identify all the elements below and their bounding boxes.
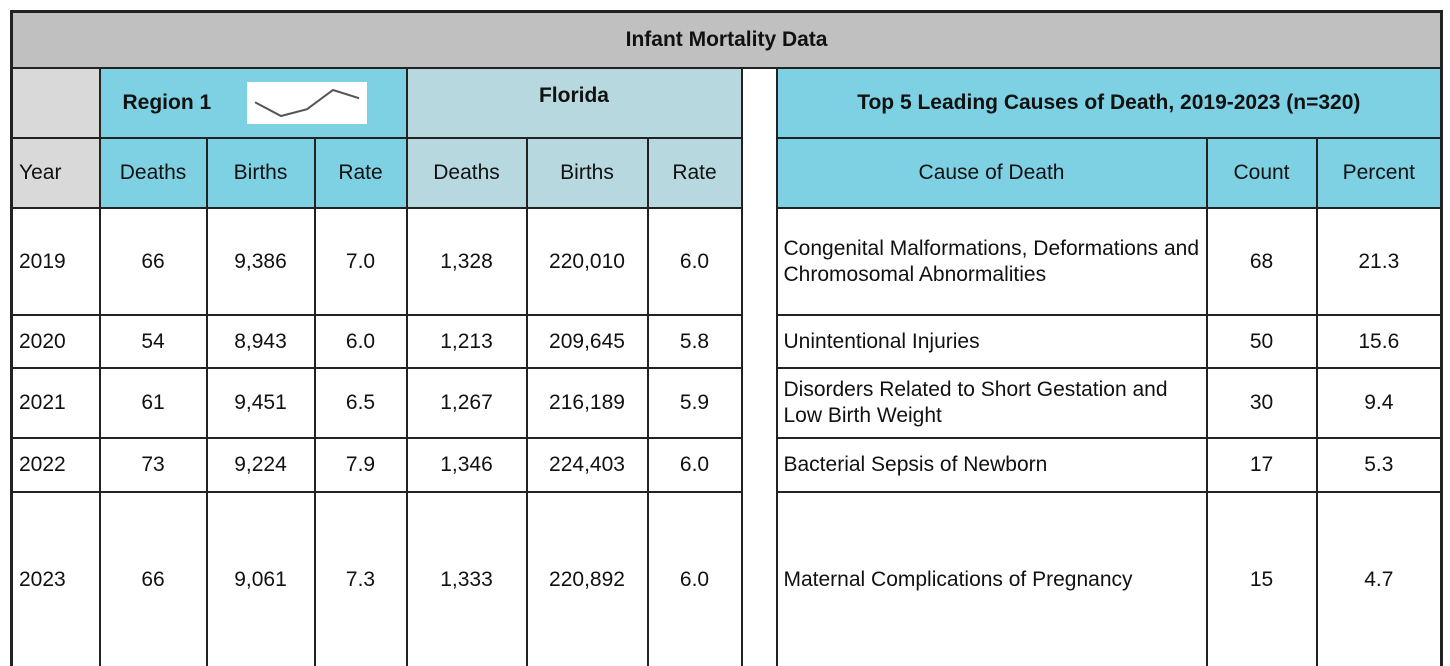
data-cell: 4.7	[1315, 491, 1444, 666]
column-header: Rate	[646, 137, 743, 209]
cause-cell: Unintentional Injuries	[775, 314, 1208, 369]
data-cell: 5.8	[646, 314, 743, 369]
data-cell: 1,346	[405, 437, 528, 493]
florida-header: Florida	[405, 67, 743, 139]
column-header: Year	[10, 137, 101, 209]
column-header: Deaths	[98, 137, 208, 209]
data-cell: 50	[1205, 314, 1318, 369]
data-cell: 9,061	[205, 491, 316, 666]
data-cell: 66	[98, 491, 208, 666]
data-cell: 2021	[10, 367, 101, 439]
column-header-row: Year Deaths Births Rate Deaths Births Rate Caus…	[10, 137, 1444, 209]
data-cell: 17	[1205, 437, 1318, 493]
rate-sparkline	[247, 82, 368, 124]
data-row: 2020 54 8,943 6.0 1,213 209,645 5.8 Unintention…	[10, 314, 1444, 369]
data-cell: 1,333	[405, 491, 528, 666]
data-cell: 15.6	[1315, 314, 1444, 369]
cause-cell: Bacterial Sepsis of Newborn	[775, 437, 1208, 493]
data-cell: 220,010	[525, 207, 649, 316]
data-cell: 9.4	[1315, 367, 1444, 439]
data-cell: 5.3	[1315, 437, 1444, 493]
column-header: Percent	[1315, 137, 1444, 209]
table-body: Infant Mortality Data Region 1 Florida T…	[9, 10, 1444, 666]
data-cell: 1,267	[405, 367, 528, 439]
sparkline	[254, 88, 360, 118]
data-cell: 1,328	[405, 207, 528, 316]
cause-cell: Disorders Related to Short Gestation and…	[775, 367, 1208, 439]
title-row: Infant Mortality Data	[9, 10, 1444, 69]
group-header-row: Region 1 Florida Top 5 Leading Causes of…	[10, 67, 1444, 666]
data-cell: 224,403	[525, 437, 649, 493]
data-cell: 21.3	[1315, 207, 1444, 316]
gap-column	[740, 68, 778, 666]
data-cell: 7.0	[313, 207, 408, 316]
data-cell: 6.0	[646, 207, 743, 316]
data-cell: 6.0	[313, 314, 408, 369]
data-cell: 7.3	[313, 491, 408, 666]
column-header: Deaths	[405, 137, 528, 209]
column-header: Cause of Death	[775, 137, 1208, 209]
mortality-table: Infant Mortality Data Region 1 Florida T…	[9, 10, 1444, 666]
column-header: Rate	[313, 137, 408, 209]
cause-cell: Congenital Malformations, Deformations a…	[775, 207, 1208, 316]
data-cell: 6.5	[313, 367, 408, 439]
data-cell: 15	[1205, 491, 1318, 666]
data-row: 2019 66 9,386 7.0 1,328 220,010 6.0 Congenital …	[10, 207, 1444, 316]
corner-cell	[10, 67, 101, 139]
column-header: Births	[205, 137, 316, 209]
region-header: Region 1	[98, 67, 408, 139]
data-cell: 1,213	[405, 314, 528, 369]
data-cell: 220,892	[525, 491, 649, 666]
data-cell: 5.9	[646, 367, 743, 439]
data-cell: 216,189	[525, 367, 649, 439]
data-cell: 6.0	[646, 437, 743, 493]
region-label: Region 1	[122, 91, 212, 114]
cause-cell: Maternal Complications of Pregnancy	[775, 491, 1208, 666]
data-cell: 6.0	[646, 491, 743, 666]
data-cell: 9,451	[205, 367, 316, 439]
data-cell: 209,645	[525, 314, 649, 369]
data-cell: 7.9	[313, 437, 408, 493]
region-header-content: Region 1	[107, 82, 400, 124]
data-cell: 2020	[10, 314, 101, 369]
data-cell: 73	[98, 437, 208, 493]
data-cell: 54	[98, 314, 208, 369]
column-header: Count	[1205, 137, 1318, 209]
data-cell: 2019	[10, 207, 101, 316]
data-cell: 9,386	[205, 207, 316, 316]
data-cell: 61	[98, 367, 208, 439]
causes-header: Top 5 Leading Causes of Death, 2019-2023…	[775, 67, 1444, 139]
data-cell: 2023	[10, 491, 101, 666]
data-cell: 8,943	[205, 314, 316, 369]
data-cell: 2022	[10, 437, 101, 493]
data-cell: 66	[98, 207, 208, 316]
data-cell: 30	[1205, 367, 1318, 439]
column-header: Births	[525, 137, 649, 209]
data-cell: 68	[1205, 207, 1318, 316]
data-row: 2023 66 9,061 7.3 1,333 220,892 6.0 Maternal Co…	[10, 491, 1444, 666]
data-row: 2021 61 9,451 6.5 1,267 216,189 5.9 Disorders R…	[10, 367, 1444, 439]
data-row: 2022 73 9,224 7.9 1,346 224,403 6.0 Bacterial S…	[10, 437, 1444, 493]
table-title: Infant Mortality Data	[9, 10, 1444, 69]
data-cell: 9,224	[205, 437, 316, 493]
